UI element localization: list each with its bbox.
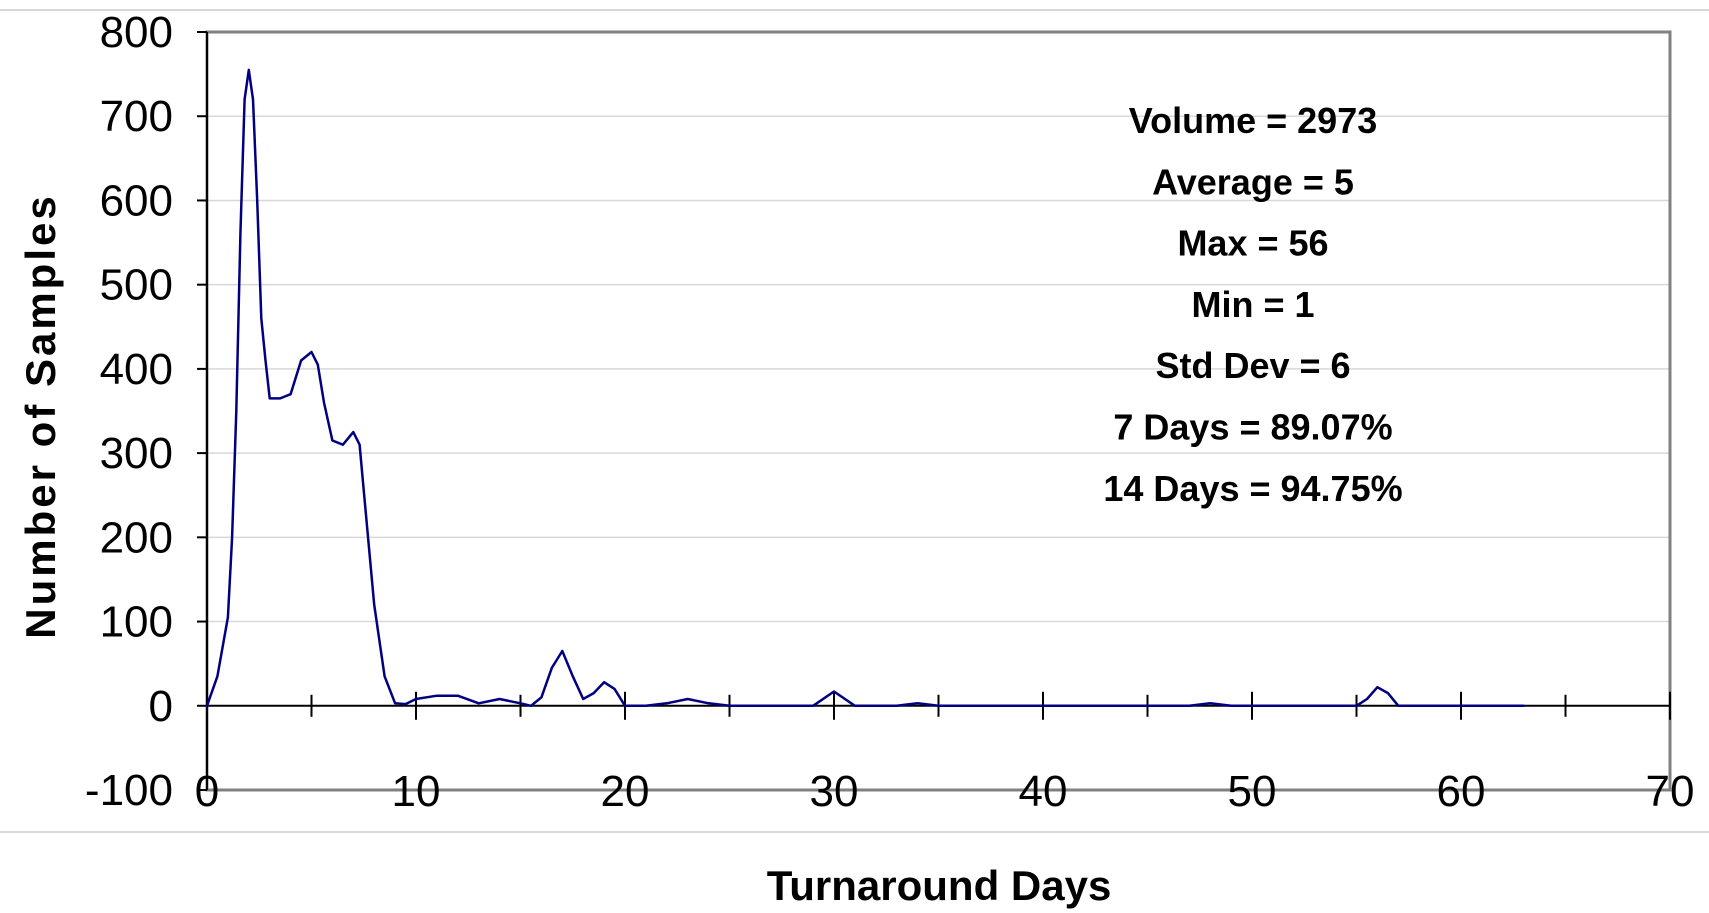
x-tick-label: 10 xyxy=(392,767,441,816)
y-tick-label: 300 xyxy=(100,429,173,478)
y-tick-label: 400 xyxy=(100,345,173,394)
x-tick-label: 0 xyxy=(195,767,219,816)
y-tick-label: 600 xyxy=(100,176,173,225)
y-tick-label: 800 xyxy=(100,8,173,57)
series-group xyxy=(205,68,1525,708)
series-line xyxy=(205,68,1525,708)
x-tick-label: 20 xyxy=(601,767,650,816)
x-tick-label: 30 xyxy=(810,767,859,816)
x-tick-label: 70 xyxy=(1646,767,1695,816)
y-tick-label: 700 xyxy=(100,92,173,141)
y-tick-label: 0 xyxy=(149,682,173,731)
x-axis-title: Turnaround Days xyxy=(767,862,1112,909)
stats-line: Volume = 2973 xyxy=(1129,100,1377,141)
axes xyxy=(197,31,1671,791)
stats-line: Average = 5 xyxy=(1152,161,1354,202)
stats-line: Max = 56 xyxy=(1177,223,1328,264)
stats-line: Min = 1 xyxy=(1191,284,1314,325)
stats-line: 14 Days = 94.75% xyxy=(1103,468,1402,509)
plot-frame xyxy=(205,30,1672,792)
gridlines xyxy=(207,115,1670,623)
y-tick-labels: -100 0 100 200 300 400 500 600 700 800 xyxy=(85,8,173,815)
stats-line: 7 Days = 89.07% xyxy=(1113,407,1392,448)
stats-line: Std Dev = 6 xyxy=(1155,345,1350,386)
x-tick-label: 60 xyxy=(1437,767,1486,816)
y-tick-label: -100 xyxy=(85,766,173,815)
x-tick-label: 50 xyxy=(1228,767,1277,816)
y-tick-label: 500 xyxy=(100,261,173,310)
x-tick-labels: 0 10 20 30 40 50 60 70 xyxy=(195,767,1695,816)
y-tick-label: 200 xyxy=(100,513,173,562)
y-axis-title: Number of Samples xyxy=(17,193,64,638)
y-tick-label: 100 xyxy=(100,598,173,647)
stats-annotation: Volume = 2973 Average = 5 Max = 56 Min = 1 S… xyxy=(1103,100,1402,509)
x-tick-label: 40 xyxy=(1019,767,1068,816)
